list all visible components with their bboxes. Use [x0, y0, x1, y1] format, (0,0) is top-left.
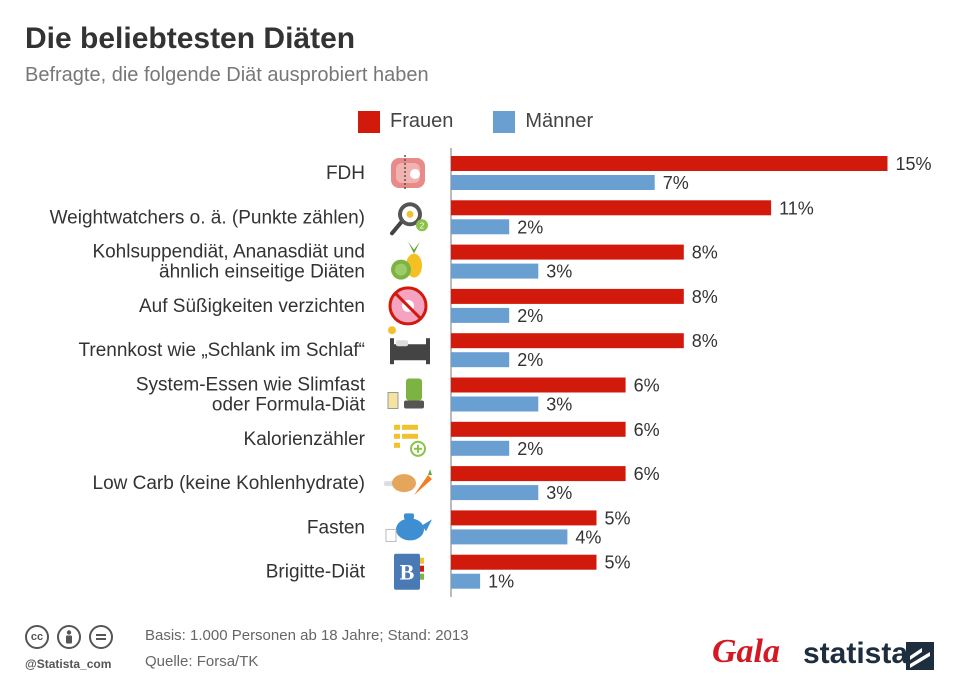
bar-maenner: [451, 307, 510, 323]
value-label: 6%: [634, 420, 660, 440]
category-label: FDH: [326, 163, 365, 184]
svg-text:B: B: [400, 560, 415, 585]
value-label: 5%: [605, 508, 631, 528]
value-label: 1%: [488, 572, 514, 592]
category-label: Low Carb (keine Kohlenhydrate): [93, 473, 366, 494]
statista-handle: @Statista_com: [25, 657, 112, 671]
value-label: 8%: [692, 287, 718, 307]
value-label: 4%: [575, 527, 601, 547]
value-label: 2%: [517, 350, 543, 370]
value-label: 2%: [517, 306, 543, 326]
legend-item-maenner: Männer: [493, 110, 593, 133]
teapot-icon: [385, 513, 432, 542]
category-label: Trennkost wie „Schlank im Schlaf“: [78, 340, 365, 361]
frying-pan-egg-icon: 2: [390, 202, 428, 236]
bar-frauen: [451, 156, 888, 171]
bar-frauen: [451, 244, 684, 260]
bar-maenner: [451, 219, 510, 235]
brigitte-book-icon: B: [394, 553, 424, 590]
bar-maenner: [451, 529, 568, 545]
legend: Frauen Männer: [358, 110, 593, 133]
value-label: 11%: [779, 198, 814, 218]
bar-chart: FDH 15% 7% Weightwatchers o. ä. (Punkte zäh…: [50, 148, 932, 597]
category-label: Auf Süßigkeiten verzichten: [139, 296, 365, 317]
source-note: Quelle: Forsa/TK: [145, 653, 259, 670]
footer: cc @Statista_com Basis: 1.000 Personen a…: [0, 615, 960, 684]
bar-maenner: [451, 485, 539, 501]
statista-logo: statista: [803, 637, 909, 670]
bar-maenner: [451, 352, 510, 368]
bar-maenner: [451, 440, 510, 456]
legend-swatch-maenner: [493, 110, 516, 133]
bar-maenner: [451, 573, 481, 589]
value-label: 3%: [546, 483, 572, 503]
nd-icon: [89, 625, 113, 649]
chart-title: Die beliebtesten Diäten: [25, 22, 356, 55]
value-label: 15%: [896, 154, 932, 174]
cc-icon: cc: [25, 625, 49, 649]
statista-logo-mark: [906, 642, 934, 670]
value-label: 2%: [517, 217, 543, 237]
bar-frauen: [451, 288, 684, 304]
bar-maenner: [451, 175, 655, 190]
shake-blender-icon: [387, 378, 424, 409]
by-icon: [57, 625, 81, 649]
legend-label-maenner: Männer: [525, 110, 594, 132]
category-label: Brigitte-Diät: [266, 562, 366, 583]
steak-icon: [391, 155, 425, 191]
legend-label-frauen: Frauen: [390, 110, 454, 132]
bed-moon-icon: [388, 326, 430, 365]
basis-note: Basis: 1.000 Personen ab 18 Jahre; Stand…: [145, 627, 469, 644]
value-label: 6%: [634, 376, 660, 396]
bar-frauen: [451, 554, 597, 570]
value-label: 8%: [692, 243, 718, 263]
svg-text:2: 2: [420, 221, 425, 230]
value-label: 7%: [663, 173, 689, 193]
value-label: 3%: [546, 395, 572, 415]
value-label: 5%: [605, 553, 631, 573]
bar-maenner: [451, 263, 539, 279]
category-label: Weightwatchers o. ä. (Punkte zählen): [50, 207, 365, 228]
bar-frauen: [451, 466, 626, 482]
gala-logo: Gala: [712, 633, 780, 670]
bar-frauen: [451, 421, 626, 437]
value-label: 3%: [546, 262, 572, 282]
bar-frauen: [451, 333, 684, 349]
value-label: 8%: [692, 331, 718, 351]
category-label: Kohlsuppendiät, Ananasdiät und ähnlich ei…: [92, 242, 365, 283]
calorie-list-icon: [394, 424, 426, 457]
category-label: Fasten: [307, 517, 365, 538]
chicken-carrot-icon: [384, 469, 432, 496]
category-label: Kalorienzähler: [244, 429, 366, 450]
bar-frauen: [451, 510, 597, 526]
value-label: 6%: [634, 464, 660, 484]
bar-maenner: [451, 396, 539, 412]
category-label: System-Essen wie Slimfast oder Formula-Di…: [136, 375, 366, 416]
legend-item-frauen: Frauen: [358, 110, 453, 133]
bar-frauen: [451, 200, 772, 216]
chart-subtitle: Befragte, die folgende Diät ausprobiert …: [25, 64, 429, 86]
bar-frauen: [451, 377, 626, 393]
legend-swatch-frauen: [358, 110, 380, 133]
cabbage-pineapple-icon: [391, 241, 422, 280]
no-donut-icon: [388, 286, 428, 326]
license-icons: cc: [25, 625, 113, 649]
value-label: 2%: [517, 439, 543, 459]
